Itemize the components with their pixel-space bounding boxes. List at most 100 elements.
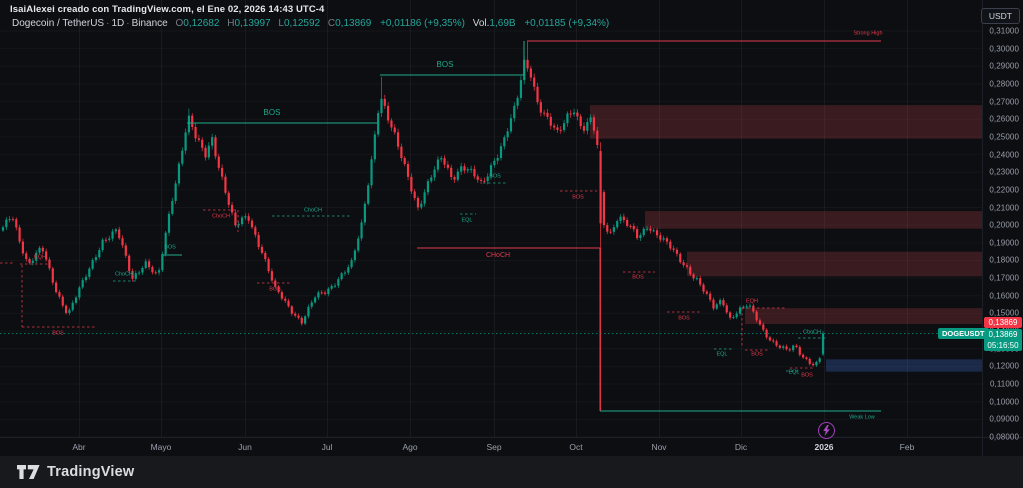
svg-text:BOS: BOS: [264, 108, 281, 117]
price-tick: 0,17000: [989, 273, 1019, 283]
svg-text:EQH: EQH: [34, 254, 46, 260]
time-tick: Oct: [569, 442, 583, 452]
tradingview-logo-text: TradingView: [47, 464, 135, 480]
price-tick: 0,11000: [989, 379, 1019, 389]
time-tick: Nov: [651, 442, 667, 452]
bar-countdown: 05:16:50: [987, 340, 1019, 350]
supply-zone: [645, 211, 982, 229]
ohlc-legend[interactable]: Dogecoin / TetherUS · 1D · Binance O0,12682 …: [12, 18, 610, 29]
price-tick: 0,12000: [989, 361, 1019, 371]
structure-lines: [0, 40, 881, 412]
time-tick: Jun: [238, 442, 252, 452]
time-tick: Ago: [402, 442, 418, 452]
svg-text:CHoCH: CHoCH: [486, 252, 510, 259]
axis-corner: [982, 437, 1023, 456]
price-tick: 0,23000: [989, 167, 1019, 177]
price-tick: 0,30000: [989, 44, 1019, 54]
open-label: O: [175, 18, 184, 29]
price-axis[interactable]: USDT 0,31000 0,30000 0,29000 0,28000 0,27000…: [980, 0, 1023, 442]
svg-text:BOS: BOS: [678, 315, 690, 321]
smc-zones: [590, 105, 982, 372]
demand-zone: [826, 359, 982, 372]
price-tick: 0,25000: [989, 132, 1019, 142]
lightning-icon: [823, 425, 830, 436]
time-tick: Feb: [899, 442, 915, 452]
svg-text:EQL: EQL: [461, 217, 472, 223]
price-tick: 0,26000: [989, 114, 1019, 124]
price-tick: 0,18000: [989, 255, 1019, 265]
high-value: 0,13997: [234, 18, 271, 29]
svg-text:ChoCH: ChoCH: [304, 207, 322, 213]
price-tick: 0,09000: [989, 414, 1019, 424]
candles-layer: [1, 41, 825, 411]
interval-label[interactable]: 1D: [111, 18, 125, 29]
time-tick: Sep: [486, 442, 502, 452]
svg-text:ChoCH: ChoCH: [115, 271, 133, 277]
price-tick: 0,22000: [989, 185, 1019, 195]
svg-text:BOS: BOS: [489, 173, 501, 179]
svg-text:EQH: EQH: [746, 298, 758, 304]
close-value: 0,13869: [335, 18, 372, 29]
price-tick: 0,20000: [989, 220, 1019, 230]
change-value: +0,01186 (+9,35%): [380, 18, 465, 29]
price-tick: 0,31000: [989, 26, 1019, 36]
low-label: L: [278, 18, 284, 29]
svg-text:ChoCH: ChoCH: [803, 329, 821, 335]
volume-value: 1,69B: [489, 18, 516, 29]
price-tick: 0,27000: [989, 97, 1019, 107]
price-tick: 0,24000: [989, 150, 1019, 160]
last-price-label-red: 0,13869: [984, 317, 1022, 329]
price-tick: 0,15000: [989, 308, 1019, 318]
chart-pane[interactable]: BOS BOS Strong High CHoCH Weak Low ChoCH ChoCH…: [0, 0, 989, 437]
time-axis[interactable]: Abr Mayo Jun Jul Ago Sep Oct Nov Dic 2026 Feb: [0, 437, 982, 456]
svg-text:BOS: BOS: [164, 244, 176, 250]
countdown-price: 0,13869: [988, 329, 1018, 339]
tradingview-logo-icon: [17, 465, 40, 479]
price-tick: 0,28000: [989, 79, 1019, 89]
svg-text:Weak Low: Weak Low: [849, 414, 875, 420]
price-tick: 0,16000: [989, 291, 1019, 301]
candlestick-chart: BOS BOS Strong High CHoCH Weak Low ChoCH ChoCH…: [0, 0, 982, 437]
volume-label: Vol.: [472, 18, 490, 29]
time-tick-year: 2026: [814, 442, 834, 452]
currency-toggle-button[interactable]: USDT: [980, 8, 1020, 24]
time-tick: Jul: [321, 442, 333, 452]
gridlines: [79, 0, 908, 437]
structure-labels: BOS BOS Strong High CHoCH Weak Low ChoCH ChoCH…: [34, 30, 882, 420]
svg-text:EQL: EQL: [788, 369, 799, 375]
supply-zone: [745, 308, 982, 325]
supply-zone: [687, 251, 982, 277]
price-tick: 0,10000: [989, 397, 1019, 407]
svg-text:BOS: BOS: [269, 286, 281, 292]
open-value: 0,12682: [183, 18, 220, 29]
chart-watermark: IsaiAlexei creado con TradingView.com, e…: [10, 4, 325, 15]
price-tick: 0,08000: [989, 432, 1019, 442]
high-label: H: [227, 18, 235, 29]
time-tick: Mayo: [150, 442, 172, 452]
svg-text:Strong High: Strong High: [853, 30, 882, 36]
svg-text:BOS: BOS: [632, 274, 644, 280]
svg-text:BOS: BOS: [52, 330, 64, 336]
svg-text:BOS: BOS: [801, 372, 813, 378]
exchange-label: Binance: [131, 18, 168, 29]
symbol-title[interactable]: Dogecoin / TetherUS: [12, 18, 105, 29]
svg-text:BOS: BOS: [751, 351, 763, 357]
svg-text:ChoCH: ChoCH: [212, 213, 230, 219]
price-tick: 0,29000: [989, 61, 1019, 71]
svg-text:BOS: BOS: [437, 60, 454, 69]
tradingview-logo[interactable]: TradingView: [17, 464, 134, 480]
svg-text:BOS: BOS: [572, 194, 584, 200]
price-tick: 0,19000: [989, 238, 1019, 248]
event-marker-icon[interactable]: [818, 422, 835, 439]
countdown-price-label: 0,13869 05:16:50: [984, 328, 1022, 351]
time-tick: Abr: [72, 442, 86, 452]
svg-text:EQL: EQL: [716, 351, 727, 357]
time-tick: Dic: [734, 442, 748, 452]
volume-change-value: +0,01185 (+9,34%): [524, 18, 610, 29]
low-value: 0,12592: [283, 18, 321, 29]
symbol-price-tag: DOGEUSDT: [938, 327, 989, 339]
close-label: C: [327, 18, 336, 29]
supply-zone: [590, 105, 982, 139]
branding-bar: TradingView: [0, 456, 1023, 488]
